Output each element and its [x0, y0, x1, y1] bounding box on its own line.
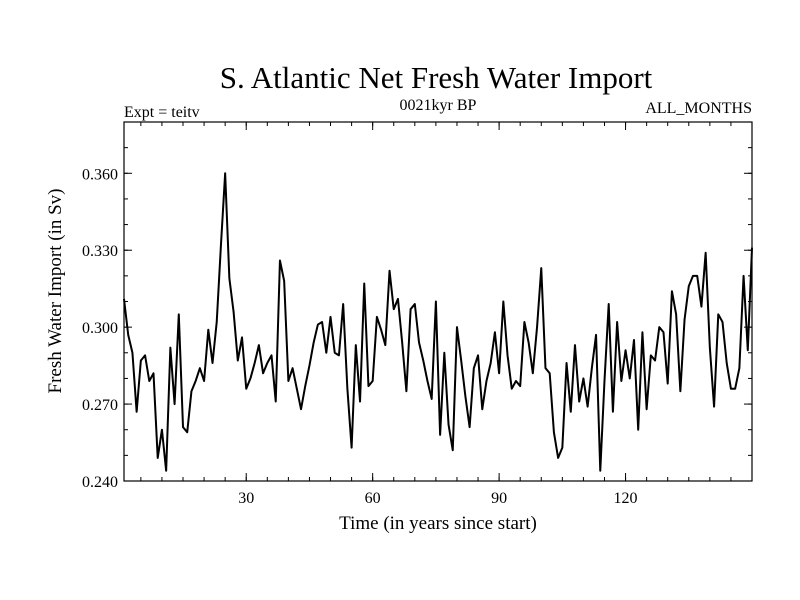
- y-tick-label: 0.330: [82, 243, 118, 260]
- y-axis-label: Fresh Water Import (in Sv): [45, 189, 66, 394]
- plot-frame: [123, 121, 753, 482]
- x-tick-label: 120: [614, 490, 638, 507]
- y-tick-label: 0.240: [82, 474, 118, 491]
- period-label: 0021kyr BP: [400, 97, 477, 114]
- expt-label: Expt = teitv: [124, 104, 200, 121]
- series-layer: [123, 172, 753, 472]
- y-tick-label: 0.270: [82, 397, 118, 414]
- series-line: [123, 172, 753, 472]
- chart-title: S. Atlantic Net Fresh Water Import: [220, 60, 653, 95]
- x-tick-label: 90: [491, 490, 507, 507]
- x-axis-label: Time (in years since start): [339, 513, 537, 534]
- months-label: ALL_MONTHS: [645, 100, 752, 117]
- y-tick-label: 0.360: [82, 166, 118, 183]
- axes: 30 60 90 120 0.240 0.270 0.300 0.330 0.360: [82, 121, 753, 507]
- x-tick-label: 30: [238, 490, 254, 507]
- x-tick-label: 60: [365, 490, 381, 507]
- y-tick-label: 0.300: [82, 320, 118, 337]
